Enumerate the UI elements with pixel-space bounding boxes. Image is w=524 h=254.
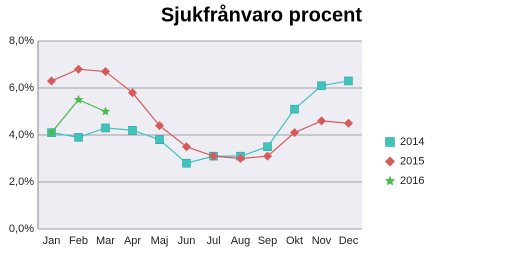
series-line	[51, 80, 349, 164]
x-tick-label: Jul	[206, 235, 220, 247]
legend-label: 2016	[400, 175, 424, 187]
y-tick-label: 0,0%	[9, 223, 34, 235]
marker	[155, 135, 164, 144]
x-tick-label: Dec	[339, 235, 359, 247]
marker	[128, 126, 137, 135]
x-tick-label: Nov	[312, 235, 332, 247]
marker	[209, 151, 218, 161]
legend-label: 2015	[400, 155, 424, 167]
marker	[74, 64, 83, 74]
legend-marker	[385, 137, 395, 147]
marker	[263, 151, 272, 161]
marker	[47, 76, 56, 86]
x-tick-label: Jun	[178, 235, 196, 247]
marker	[73, 94, 84, 104]
legend-marker	[384, 175, 396, 186]
x-tick-label: Jan	[43, 235, 61, 247]
marker	[182, 158, 191, 168]
marker	[128, 88, 137, 98]
x-tick-label: Feb	[69, 235, 88, 247]
y-tick-label: 6,0%	[9, 82, 34, 94]
x-tick-label: Maj	[151, 235, 169, 247]
marker	[46, 127, 57, 137]
x-tick-label: Mar	[96, 235, 115, 247]
marker	[155, 121, 164, 131]
x-tick-label: Aug	[231, 235, 251, 247]
chart-title: Sjukfrånvaro procent	[161, 3, 363, 26]
marker	[101, 123, 110, 133]
legend-label: 2014	[400, 136, 424, 148]
y-tick-label: 2,0%	[9, 176, 34, 188]
marker	[290, 128, 299, 138]
y-tick-label: 8,0%	[9, 35, 34, 47]
legend-marker	[385, 156, 395, 167]
marker	[344, 118, 353, 128]
y-tick-label: 4,0%	[9, 129, 34, 141]
marker	[344, 76, 353, 86]
marker	[263, 142, 272, 151]
marker	[101, 67, 110, 77]
marker	[317, 116, 326, 126]
marker	[317, 81, 326, 90]
marker	[236, 154, 245, 163]
marker	[290, 104, 299, 114]
marker	[74, 133, 83, 142]
x-tick-label: Sep	[258, 235, 278, 247]
marker	[100, 106, 111, 116]
x-tick-label: Apr	[124, 235, 141, 247]
marker	[182, 142, 191, 152]
x-tick-label: Okt	[286, 235, 303, 247]
series-line	[51, 68, 349, 160]
